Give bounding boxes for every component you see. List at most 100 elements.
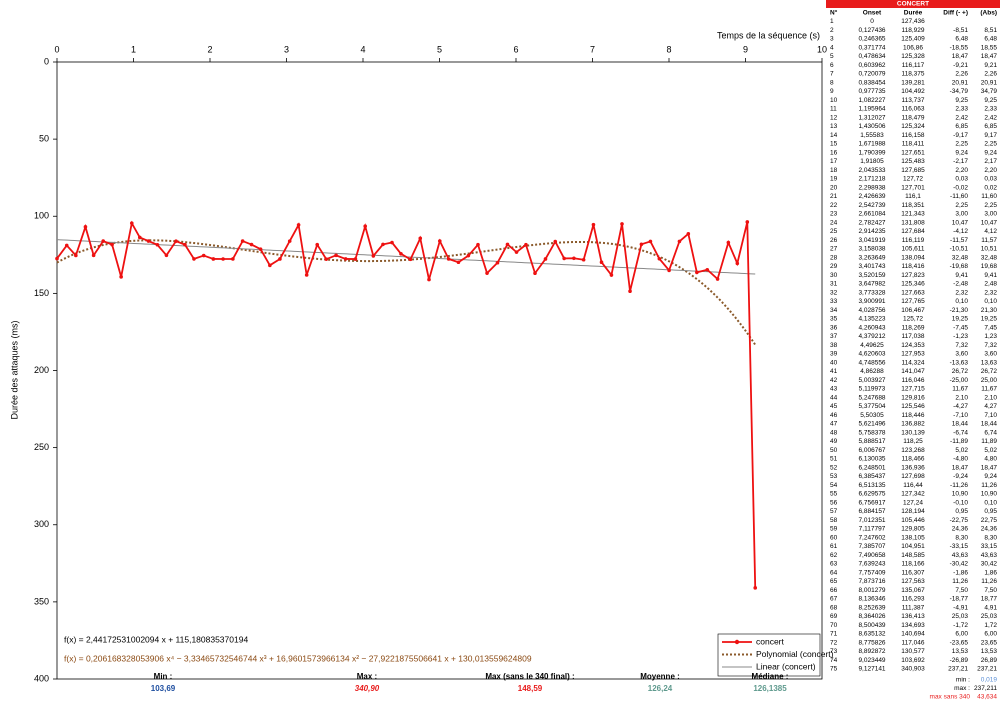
table-cell: 68 bbox=[830, 604, 838, 611]
table-cell: 118,416 bbox=[901, 263, 924, 270]
table-cell: 13,53 bbox=[981, 648, 998, 655]
table-cell: 141,047 bbox=[901, 368, 925, 375]
data-point bbox=[657, 256, 662, 261]
table-cell: 10 bbox=[830, 97, 838, 104]
table-cell: 70 bbox=[830, 622, 838, 629]
data-point bbox=[381, 242, 385, 247]
table-cell: 121,343 bbox=[901, 211, 925, 218]
table-cell: 36 bbox=[830, 324, 838, 331]
table-cell: 140,694 bbox=[901, 631, 925, 638]
table-cell: -26,89 bbox=[950, 657, 969, 664]
y-tick-label: 350 bbox=[34, 596, 49, 606]
table-cell: 105,611 bbox=[901, 246, 924, 253]
table-cell: 2,25 bbox=[955, 141, 968, 148]
y-tick-label: 300 bbox=[34, 519, 49, 529]
table-title: CONCERT bbox=[897, 1, 929, 8]
table-cell: -4,91 bbox=[953, 604, 968, 611]
table-cell: 57 bbox=[830, 508, 838, 515]
table-cell: 24,36 bbox=[952, 526, 969, 533]
table-cell: 105,446 bbox=[901, 517, 925, 524]
table-cell: -9,17 bbox=[953, 132, 968, 139]
table-cell: 5,003927 bbox=[858, 377, 885, 384]
table-cell: 73 bbox=[830, 648, 838, 655]
table-cell: 2,25 bbox=[984, 141, 997, 148]
table-cell: -11,60 bbox=[950, 193, 968, 200]
x-tick-label: 4 bbox=[360, 44, 365, 54]
data-point bbox=[155, 242, 160, 247]
table-cell: 116,1 bbox=[905, 193, 921, 200]
table-cell: 18,47 bbox=[981, 464, 998, 471]
table-cell: -18,55 bbox=[950, 44, 969, 51]
table-cell: 8,775826 bbox=[858, 639, 885, 646]
data-point bbox=[129, 221, 134, 225]
data-point bbox=[55, 256, 59, 261]
table-cell: 69 bbox=[830, 613, 838, 620]
table-cell: 26 bbox=[830, 237, 838, 244]
table-cell: 6,00 bbox=[955, 631, 968, 638]
table-cell: 4,260943 bbox=[858, 324, 885, 331]
table-cell: 117,046 bbox=[901, 639, 924, 646]
table-cell: 24 bbox=[830, 219, 838, 226]
y-tick-label: 200 bbox=[34, 365, 49, 375]
table-cell: 103,692 bbox=[901, 657, 925, 664]
data-point bbox=[353, 257, 358, 261]
data-point bbox=[278, 257, 282, 261]
table-cell: 9,24 bbox=[955, 149, 968, 156]
table-cell: 127,436 bbox=[901, 18, 925, 25]
data-point bbox=[599, 260, 604, 265]
table-cell: -7,45 bbox=[953, 324, 968, 331]
legend-label: Linear (concert) bbox=[756, 661, 816, 671]
table-cell: 8,30 bbox=[955, 534, 968, 541]
data-point bbox=[476, 242, 480, 247]
table-cell: 39 bbox=[830, 351, 838, 358]
table-cell: 34 bbox=[830, 307, 838, 314]
table-cell: 18,47 bbox=[952, 53, 969, 60]
table-cell: 45 bbox=[830, 403, 838, 410]
data-point bbox=[146, 239, 151, 243]
table-cell: 2,661084 bbox=[858, 211, 885, 218]
table-cell: 25,03 bbox=[981, 613, 998, 620]
table-cell: 1,86 bbox=[984, 569, 997, 576]
table-cell: -7,10 bbox=[953, 412, 968, 419]
data-point bbox=[390, 240, 394, 245]
trendline bbox=[56, 239, 757, 346]
table-cell: 113,737 bbox=[901, 97, 924, 104]
data-point bbox=[726, 240, 731, 245]
table-cell: 3,647982 bbox=[858, 281, 885, 288]
table-cell: 5,02 bbox=[984, 447, 997, 454]
table-cell: 9,24 bbox=[984, 149, 997, 156]
data-point bbox=[543, 257, 548, 261]
table-cell: 2,26 bbox=[984, 71, 997, 78]
table-cell: -9,24 bbox=[953, 473, 968, 480]
data-point bbox=[240, 239, 245, 243]
table-cell: 125,409 bbox=[901, 36, 925, 43]
table-cell: 62 bbox=[830, 552, 838, 559]
data-point bbox=[183, 242, 187, 247]
table-cell: 11,67 bbox=[952, 386, 968, 393]
table-header: (Abs) bbox=[980, 10, 997, 17]
table-cell: 7,32 bbox=[955, 342, 968, 349]
table-cell: 4,86288 bbox=[860, 368, 884, 375]
table-cell: 2,25 bbox=[955, 202, 968, 209]
legend-label: concert bbox=[756, 636, 785, 646]
x-tick-label: 6 bbox=[513, 44, 518, 54]
table-cell: 148,585 bbox=[901, 552, 925, 559]
table-cell: 2,20 bbox=[984, 167, 997, 174]
stat-label: Médiane : bbox=[752, 672, 789, 681]
table-cell: 18,44 bbox=[981, 421, 998, 428]
table-cell: 4,27 bbox=[984, 403, 997, 410]
table-cell: 4,12 bbox=[984, 228, 997, 235]
table-cell: 8,252639 bbox=[858, 604, 885, 611]
table-cell: 20,91 bbox=[952, 79, 969, 86]
table-cell: 1 bbox=[830, 18, 834, 25]
table-cell: 10,47 bbox=[981, 219, 998, 226]
table-cell: 18,77 bbox=[981, 596, 998, 603]
y-tick-label: 100 bbox=[34, 211, 49, 221]
table-cell: 4,135223 bbox=[858, 316, 885, 323]
table-cell: 2,914235 bbox=[858, 228, 885, 235]
table-cell: 18,47 bbox=[952, 464, 969, 471]
data-point bbox=[211, 257, 216, 261]
table-cell: 54 bbox=[830, 482, 838, 489]
data-point bbox=[91, 253, 96, 258]
